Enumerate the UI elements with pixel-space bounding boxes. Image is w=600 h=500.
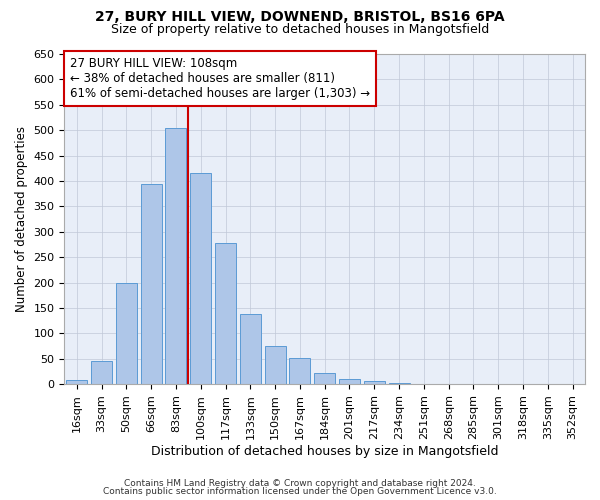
- Text: Contains HM Land Registry data © Crown copyright and database right 2024.: Contains HM Land Registry data © Crown c…: [124, 478, 476, 488]
- Bar: [314, 373, 335, 384]
- Bar: [289, 358, 310, 384]
- Bar: [116, 282, 137, 384]
- Bar: [215, 243, 236, 384]
- Text: 27, BURY HILL VIEW, DOWNEND, BRISTOL, BS16 6PA: 27, BURY HILL VIEW, DOWNEND, BRISTOL, BS…: [95, 10, 505, 24]
- Text: Contains public sector information licensed under the Open Government Licence v3: Contains public sector information licen…: [103, 487, 497, 496]
- Bar: [140, 184, 162, 384]
- Bar: [364, 380, 385, 384]
- Text: Size of property relative to detached houses in Mangotsfield: Size of property relative to detached ho…: [111, 22, 489, 36]
- X-axis label: Distribution of detached houses by size in Mangotsfield: Distribution of detached houses by size …: [151, 444, 499, 458]
- Bar: [166, 128, 187, 384]
- Bar: [265, 346, 286, 384]
- Bar: [66, 380, 88, 384]
- Bar: [389, 382, 410, 384]
- Bar: [240, 314, 261, 384]
- Bar: [91, 362, 112, 384]
- Bar: [339, 378, 360, 384]
- Text: 27 BURY HILL VIEW: 108sqm
← 38% of detached houses are smaller (811)
61% of semi: 27 BURY HILL VIEW: 108sqm ← 38% of detac…: [70, 58, 370, 100]
- Bar: [190, 174, 211, 384]
- Y-axis label: Number of detached properties: Number of detached properties: [15, 126, 28, 312]
